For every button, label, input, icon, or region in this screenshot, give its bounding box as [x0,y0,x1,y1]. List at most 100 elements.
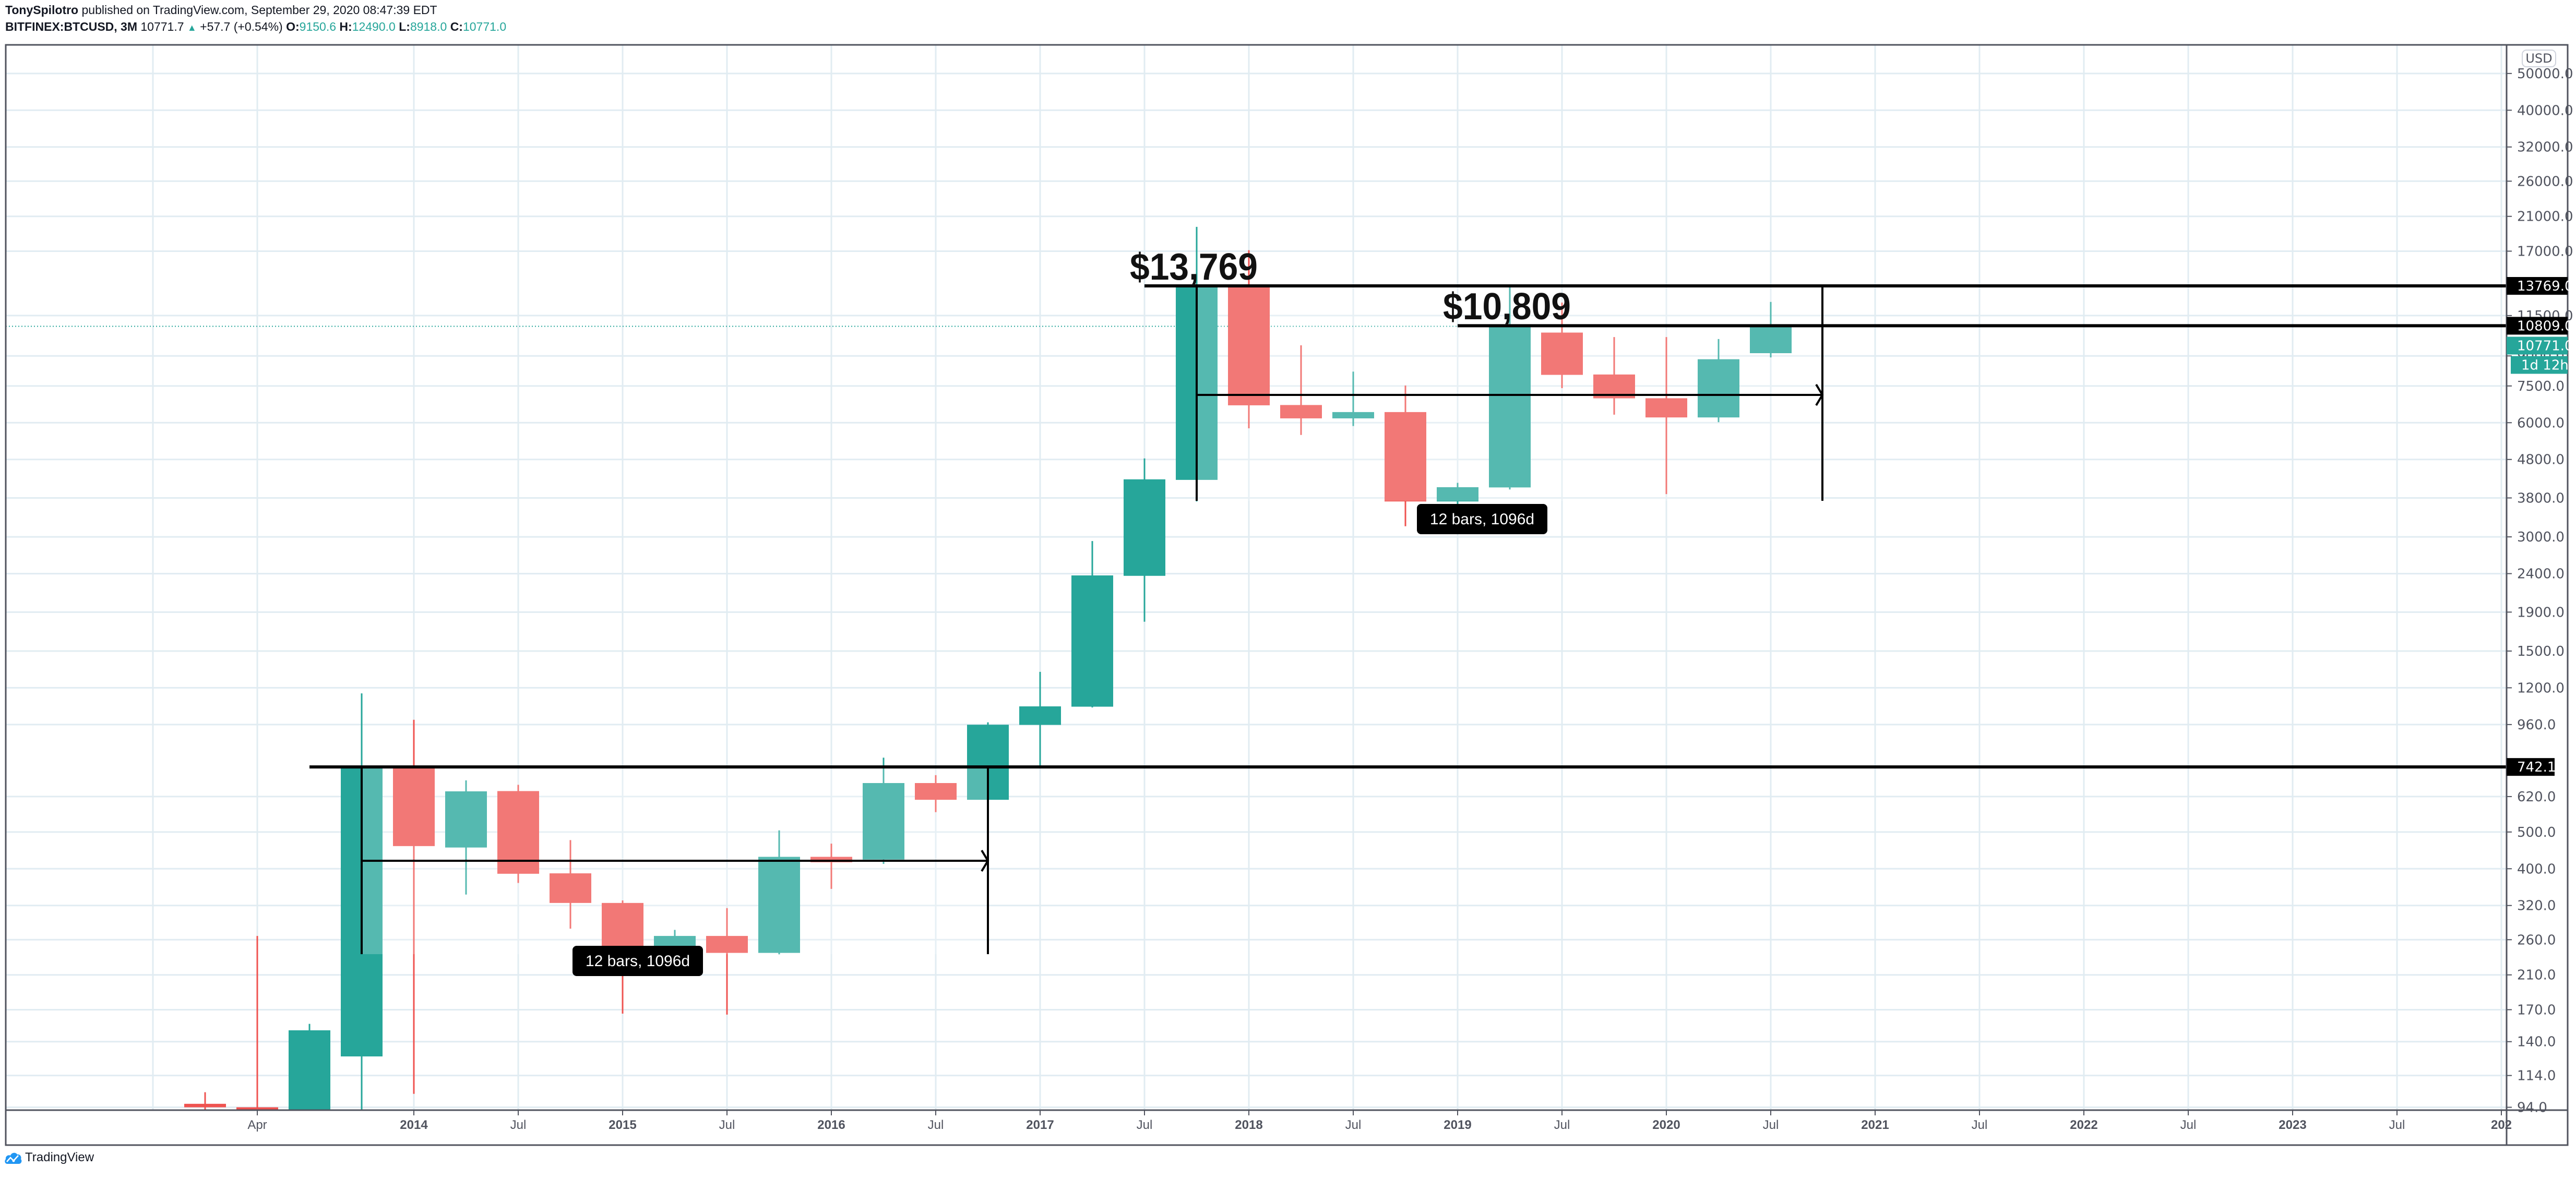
candle-body [1750,326,1792,354]
symbol-legend: BITFINEX:BTCUSD, 3M 10771.7 ▲ +57.7 (+0.… [5,20,506,34]
time-axis-label: Jul [2180,1118,2197,1132]
date-range-highlight [1197,286,1822,501]
publish-info: TonySpilotro published on TradingView.co… [5,3,437,17]
time-axis-label: 202 [2491,1118,2512,1132]
price-label-text: 13769.0 [2517,279,2573,294]
price-axis-label: 21000.0 [2517,209,2573,225]
time-axis-label: 2020 [1652,1118,1680,1132]
price-label-text: 742.1 [2517,760,2556,775]
open-value: 9150.6 [299,20,337,33]
price-axis-label: 32000.0 [2517,140,2573,155]
author-name[interactable]: TonySpilotro [5,3,79,17]
date-range-label: 12 bars, 1096d [586,953,690,970]
price-axis-label: 500.0 [2517,825,2556,840]
time-axis-label: 2016 [817,1118,845,1132]
price-axis-label: 320.0 [2517,898,2556,914]
time-axis-label: Jul [928,1118,944,1132]
candle-body [758,857,800,953]
price-axis-label: 50000.0 [2517,66,2573,82]
price-axis-label: 1200.0 [2517,680,2565,696]
price-axis-label: 3800.0 [2517,490,2565,506]
date-range-label-box [1417,504,1547,534]
candle-body [289,1030,330,1110]
price-axis-label: 94.0 [2517,1100,2547,1116]
candle-body [393,767,435,846]
time-axis-label: 2021 [1861,1118,1889,1132]
brand-name: TradingView [25,1150,94,1164]
time-axis-label: Jul [510,1118,527,1132]
price-axis-label: 260.0 [2517,932,2556,948]
time-axis-label: 2018 [1235,1118,1262,1132]
candle-body [1280,405,1322,418]
low-label: L: [399,20,410,33]
candle-body [445,791,487,848]
price-axis-label: 40000.0 [2517,103,2573,118]
price-label-text: 10771.0 [2517,339,2573,354]
price-axis-label: 170.0 [2517,1002,2556,1018]
price-axis-label: 7500.0 [2517,379,2565,394]
arrow-head-icon [1815,383,1824,406]
price-axis-label: 140.0 [2517,1034,2556,1050]
candle-body [1437,487,1478,502]
high-label: H: [339,20,352,33]
chart-frame [5,44,2569,1146]
date-range-label: 12 bars, 1096d [1430,511,1534,528]
time-axis-label: Jul [1137,1118,1153,1132]
candle-body [1645,398,1687,418]
price-axis-label: 210.0 [2517,968,2556,983]
high-value: 12490.0 [352,20,396,33]
price-axis-label: 2400.0 [2517,567,2565,582]
price-label-text: 1d 12h [2521,358,2569,374]
close-value: 10771.0 [462,20,507,33]
candle-body [1541,332,1583,375]
candle-body [550,873,591,903]
candle-body [1489,326,1531,488]
time-axis-label: Jul [1554,1118,1570,1132]
candle-body [706,936,748,953]
candle-body [863,783,904,860]
candle-body [1698,359,1739,418]
time-axis-label: 2022 [2070,1118,2097,1132]
arrow-head-icon [981,849,989,872]
time-axis-label: Jul [1763,1118,1779,1132]
price-axis-label: 1900.0 [2517,605,2565,620]
price-axis-label: 4800.0 [2517,452,2565,468]
date-range-label-box [573,946,703,976]
price-axis-label: 6000.0 [2517,415,2565,431]
candle-body [602,903,643,948]
price-label-text: 10809.0 [2517,318,2573,334]
price-axis-label: 620.0 [2517,789,2556,805]
plot-pane[interactable]: 12 bars, 1096d 12 bars, 1096d $13,769 $10,8… [6,226,2507,1168]
price-label-box [2507,277,2568,295]
price-annotation-text: $10,809 [1443,286,1571,328]
candle-body [810,857,852,862]
tradingview-cloud-icon [5,1152,22,1164]
candle-body [915,783,957,800]
price-axis-label: 114.0 [2517,1068,2556,1084]
time-axis-label: 2023 [2279,1118,2306,1132]
currency-label: USD [2525,51,2552,66]
close-label: C: [450,20,463,33]
candle-body [1228,286,1270,405]
candle-body [1385,412,1426,502]
time-axis-label: 2014 [400,1118,428,1132]
price-axis-label: 400.0 [2517,861,2556,877]
candle-body [236,1107,278,1110]
price-axis-label: 3000.0 [2517,530,2565,545]
time-axis-label: 2017 [1026,1118,1054,1132]
price-label-box [2507,758,2555,776]
candle-body [1124,479,1165,576]
price-label-box [2507,336,2568,355]
price-axis-label: 960.0 [2517,717,2556,733]
price-label-box [2511,356,2568,374]
candle-body [1332,412,1374,418]
time-axis-label: Jul [1972,1118,1988,1132]
price-label-box [2507,317,2568,335]
tradingview-logo[interactable]: TradingView [4,1150,94,1165]
up-arrow-icon: ▲ [187,22,197,33]
price-annotation-text: $13,769 [1130,246,1258,288]
symbol-title: BITFINEX:BTCUSD, 3M [5,20,137,33]
currency-badge[interactable] [2522,50,2556,67]
candle-body [1071,575,1113,707]
